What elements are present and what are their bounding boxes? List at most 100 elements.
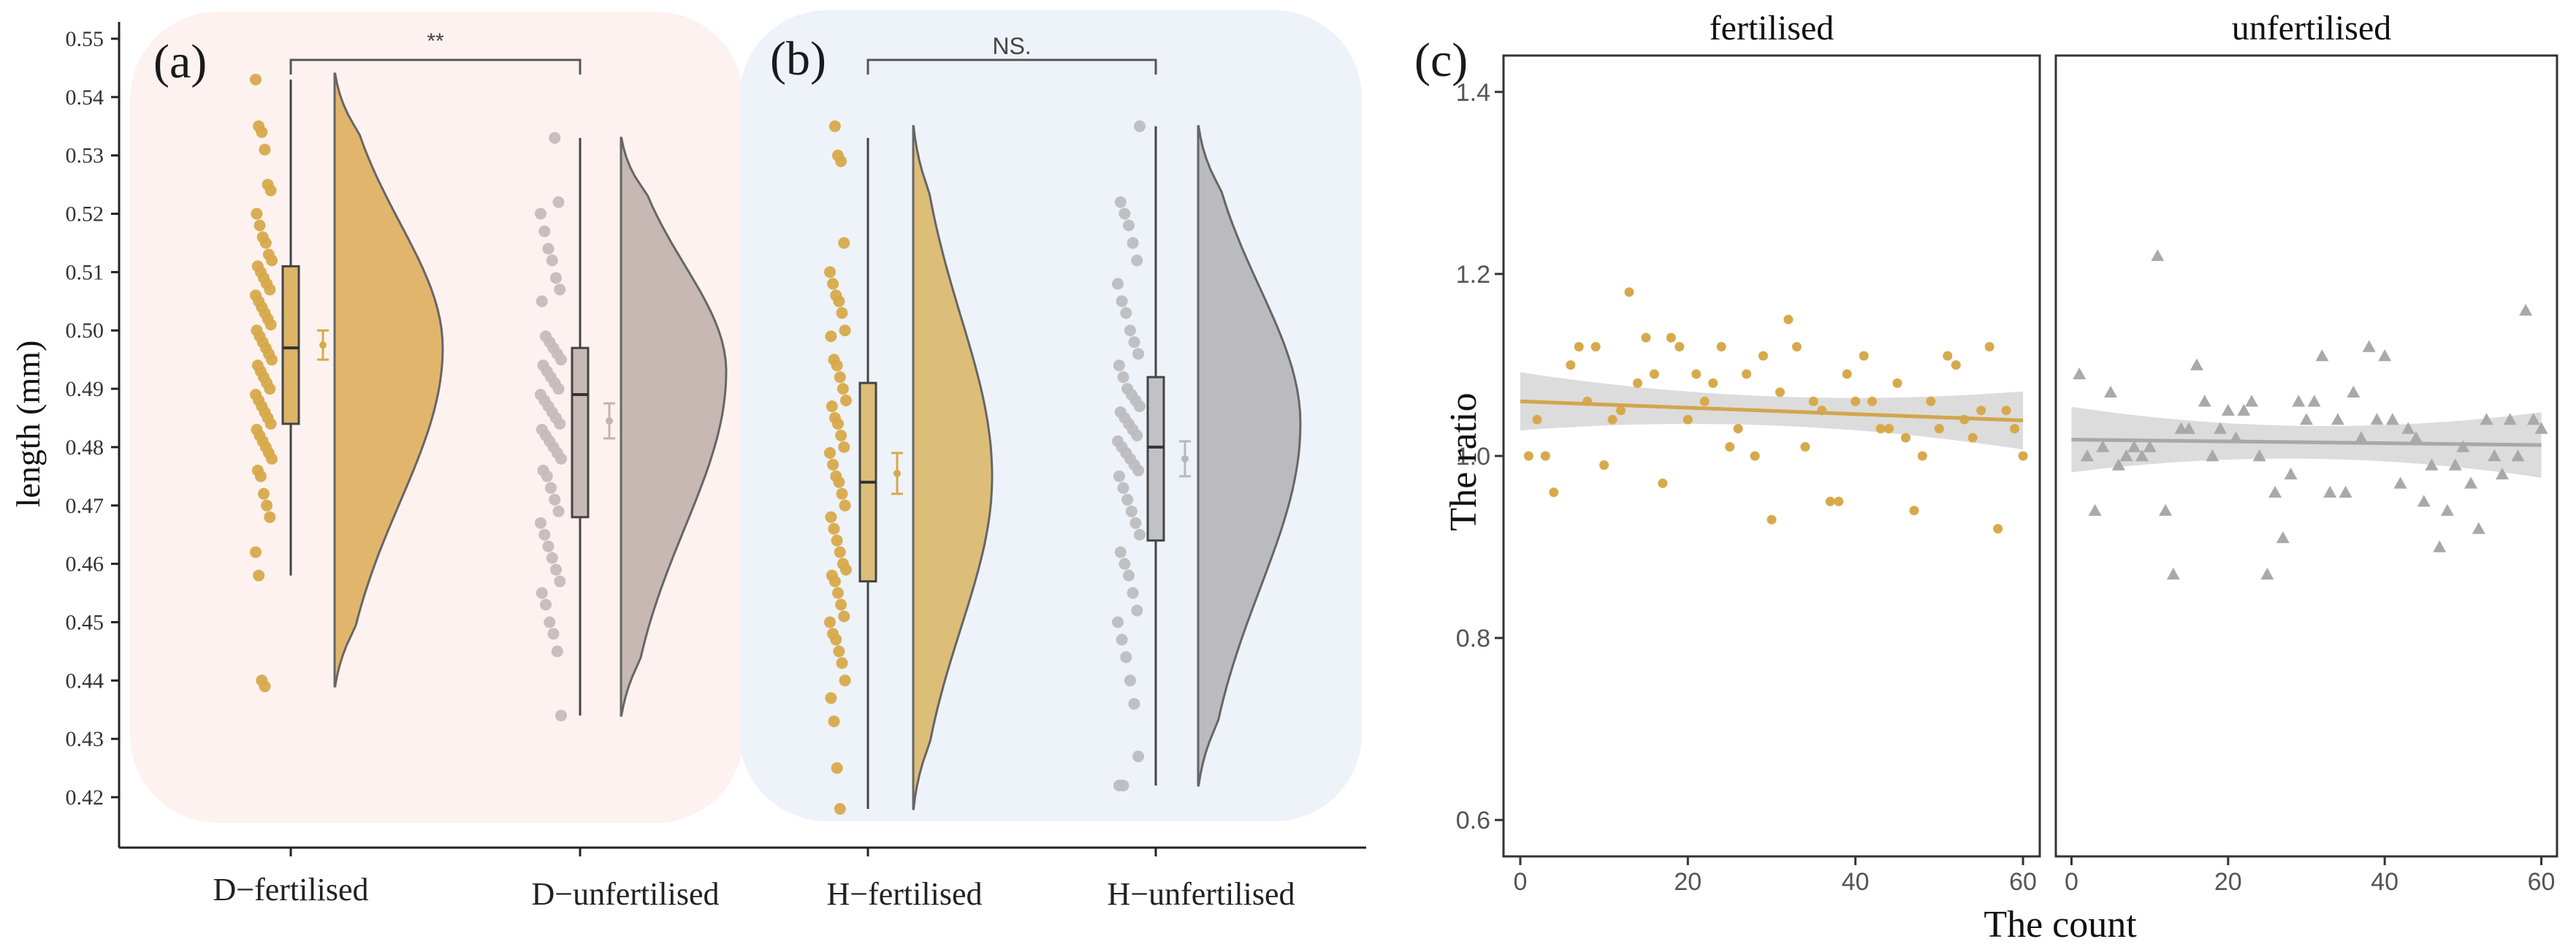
data-point [261,499,273,511]
data-point [2260,567,2274,580]
panel-label-c: (c) [1414,34,1468,87]
data-point [1131,254,1143,267]
scatter-x-tick-label: 20 [2214,868,2242,896]
trend-line [1520,399,2024,422]
raincloud-boxes [281,79,1165,809]
scatter-x-tick-label: 20 [1674,868,1702,896]
data-point [2519,303,2533,316]
data-point [1926,396,1936,406]
data-point [1909,506,1919,516]
significance-bracket-a [289,58,582,75]
data-point [1917,451,1927,461]
data-point [2511,449,2525,462]
data-point [835,430,847,441]
x-axis-ticks: D−fertilised D−unfertilised H−fertilised H−… [213,848,1295,912]
y-tick-label: 0.53 [66,144,104,168]
data-point [266,354,278,366]
data-point [1683,414,1693,425]
data-point [1808,396,1818,406]
mean-point [319,341,327,349]
data-point [825,692,837,704]
data-point [538,225,551,237]
data-point [825,511,837,523]
data-point [2401,422,2415,434]
data-point [1549,487,1559,498]
data-point [824,446,836,459]
data-point [2151,249,2165,262]
data-point [828,522,840,535]
data-point [1112,616,1124,628]
data-point [1943,351,1953,361]
data-point [2252,449,2266,462]
violin-shape [1197,125,1302,787]
y-tick-label: 0.51 [66,260,104,284]
data-point [551,645,563,658]
data-point [549,132,561,144]
significance-label-a: ** [427,29,444,53]
data-point [840,395,852,406]
data-point [259,237,272,249]
data-point [1733,424,1743,434]
raincloud-points [250,73,1146,815]
data-point [2323,485,2337,498]
data-point [1123,569,1135,582]
data-point [828,575,841,587]
data-point [831,534,843,547]
data-point [1767,514,1777,525]
data-point [545,482,557,494]
scatter-x-tick-label: 40 [2371,868,2398,896]
data-point [1616,406,1626,416]
data-point [839,499,851,511]
data-point [838,237,850,249]
data-point [825,330,837,343]
data-point [2393,476,2407,489]
data-point [542,540,555,552]
data-point [1120,307,1132,319]
data-point [554,418,566,430]
scatter-x-axis-label: The count [1984,904,2137,946]
data-point [1532,414,1542,425]
data-point [2111,458,2125,471]
data-point [831,762,843,775]
y-tick-label: 0.47 [66,494,104,518]
data-point [832,418,844,430]
data-point [1867,396,1878,406]
data-point [2409,431,2423,444]
data-point [828,715,840,728]
data-point [1791,342,1802,351]
y-tick-label: 0.45 [66,610,104,634]
data-point [1566,360,1576,370]
data-point [1114,546,1127,558]
data-point [1758,351,1768,361]
data-point [2503,413,2517,425]
data-point [538,528,551,541]
y-tick-label: 0.48 [66,436,104,460]
data-point [549,493,561,506]
data-point [1892,378,1902,388]
data-point [2018,451,2028,461]
data-point [2159,503,2173,516]
data-point [1993,524,2003,534]
data-point [2534,422,2548,434]
data-point [546,552,558,564]
box-iqr [1146,376,1165,542]
mean-point [1181,455,1189,463]
mean-point [893,469,901,477]
data-point [544,616,556,628]
data-point [1658,478,1668,488]
data-point [1590,342,1601,351]
data-point [2362,340,2376,352]
data-point [1708,378,1718,388]
data-point [2206,449,2219,462]
data-point [1540,451,1550,461]
data-point [1641,332,1651,343]
data-point [1666,332,1676,343]
data-point [838,610,850,623]
data-point [256,126,268,138]
data-point [550,272,562,284]
data-point [264,418,277,430]
data-point [834,803,846,815]
data-point [535,517,546,529]
data-point [542,243,555,255]
data-point [1120,651,1132,663]
